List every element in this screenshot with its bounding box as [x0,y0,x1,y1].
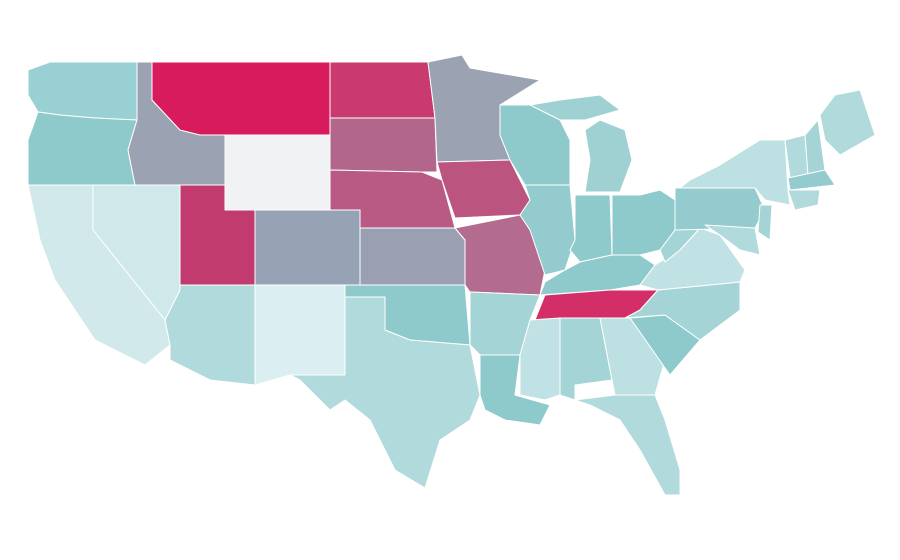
state [819,89,876,156]
state [787,169,836,191]
state [289,296,481,489]
state [224,134,331,211]
state [254,209,361,286]
state [359,227,466,286]
state [479,354,551,426]
state [787,189,821,211]
state [784,134,809,179]
state [27,111,138,186]
state [679,139,791,206]
state [674,187,766,231]
state [804,119,826,176]
state [624,281,741,341]
state [27,184,171,366]
state [164,284,256,386]
state [151,61,331,136]
state [27,61,138,121]
state [329,117,438,173]
state [757,204,773,241]
state [704,224,761,256]
state [569,194,613,263]
state [254,284,346,386]
state [574,394,681,496]
state [519,184,576,276]
state [584,119,633,193]
state [529,94,621,121]
state [329,61,436,119]
